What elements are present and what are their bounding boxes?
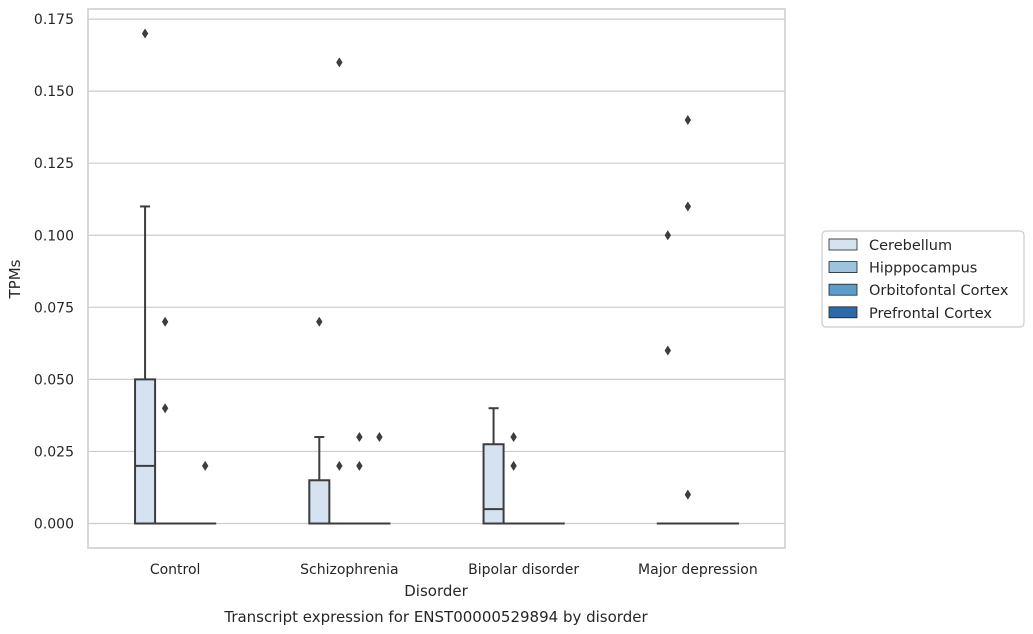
x-axis-label: Disorder [404, 582, 468, 600]
y-tick-label: 0.025 [34, 444, 74, 460]
outlier-point [161, 316, 169, 327]
x-tick-label: Schizophrenia [300, 562, 398, 578]
box-cerebellum [308, 316, 331, 525]
y-axis-ticks: 0.000 0.025 0.050 0.075 0.100 0.125 0.150 0.175 [34, 12, 74, 532]
y-tick-label: 0.150 [34, 84, 74, 100]
outlier-point [376, 432, 383, 443]
outlier-point [316, 316, 323, 327]
outlier-point [161, 403, 169, 414]
box-cerebellum [134, 28, 157, 525]
box-body [308, 479, 331, 525]
legend: Cerebellum Hipppocampus Orbitofontal Corte… [821, 230, 1025, 328]
box-cerebellum [656, 230, 679, 525]
box-prefrontal-cortex [368, 432, 391, 525]
legend-label: Orbitofontal Cortex [869, 283, 1009, 299]
box-hipppocampus [676, 114, 699, 525]
x-tick-label: Major depression [638, 562, 758, 578]
box-prefrontal-cortex [194, 460, 217, 525]
outlier-point [664, 345, 672, 356]
outlier-point [684, 201, 692, 212]
legend-label: Cerebellum [869, 238, 952, 254]
box-cerebellum [482, 407, 505, 525]
chart-title: Transcript expression for ENST0000052989… [223, 608, 648, 626]
box-hipppocampus [328, 57, 351, 525]
legend-swatch [828, 306, 858, 319]
x-tick-label: Control [150, 562, 201, 578]
x-axis-ticks: Control Schizophrenia Bipolar disorder Majo… [150, 562, 758, 578]
outlier-point [141, 28, 149, 39]
outlier-point [336, 57, 343, 68]
y-tick-label: 0.075 [34, 300, 74, 316]
outlier-point [664, 230, 672, 241]
box-hipppocampus [154, 316, 177, 525]
outlier-point [684, 114, 692, 125]
plot-frame [87, 8, 786, 549]
gridlines [88, 18, 785, 525]
box-body [482, 443, 505, 525]
outlier-point [684, 489, 692, 500]
box-body [134, 378, 157, 525]
y-tick-label: 0.125 [34, 156, 74, 172]
outlier-point [201, 460, 209, 471]
outlier-point [356, 460, 363, 471]
y-tick-label: 0.050 [34, 372, 74, 388]
outlier-point [510, 432, 517, 443]
box-plot-marks [134, 28, 739, 525]
outlier-point [356, 432, 363, 443]
y-tick-label: 0.175 [34, 12, 74, 28]
y-tick-label: 0.000 [34, 517, 74, 533]
y-tick-label: 0.100 [34, 228, 74, 244]
legend-label: Prefrontal Cortex [869, 306, 992, 322]
outlier-point [510, 460, 517, 471]
legend-frame [821, 230, 1025, 328]
box-orbitofontal-cortex [348, 432, 371, 525]
legend-label: Hipppocampus [869, 261, 977, 277]
outlier-point [336, 460, 343, 471]
legend-swatch [828, 283, 858, 296]
legend-swatch [828, 238, 858, 251]
x-tick-label: Bipolar disorder [468, 562, 579, 578]
y-axis-label: TPMs [6, 259, 24, 299]
box-hipppocampus [502, 432, 525, 525]
legend-swatch [828, 261, 858, 274]
